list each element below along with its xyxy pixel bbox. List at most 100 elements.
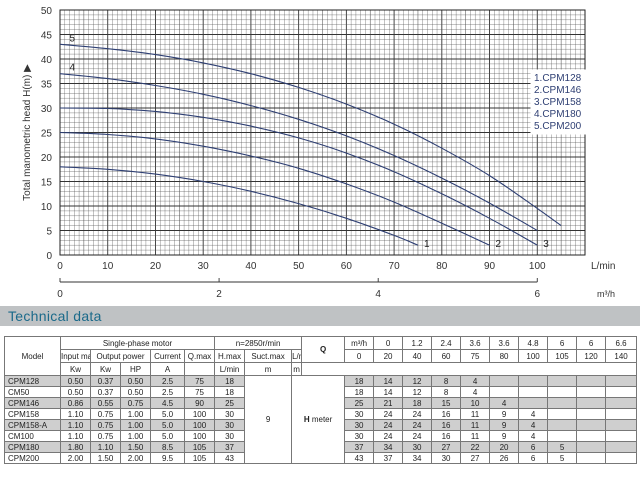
head-value: 34 bbox=[373, 441, 404, 453]
technical-data-header: Technical data bbox=[0, 306, 640, 326]
current-cell: 5.0 bbox=[150, 408, 185, 420]
x-tick-label: 30 bbox=[198, 261, 210, 272]
head-value: 5 bbox=[547, 441, 578, 453]
table-row: CM100 1.10 0.75 1.00 5.0 100 30 30 24 24 16 11 9 4 bbox=[4, 430, 638, 442]
x-tick-label: 100 bbox=[529, 261, 546, 272]
legend-box bbox=[530, 69, 591, 135]
header-q: Q bbox=[301, 336, 346, 363]
head-value: 24 bbox=[373, 419, 404, 431]
hp-cell: 0.75 bbox=[120, 397, 151, 409]
x-tick-label: 10 bbox=[102, 261, 114, 272]
table-row: CPM146 0.86 0.55 0.75 4.5 90 25 25 21 18 15 10 4 bbox=[4, 397, 638, 409]
x-tick-label: 40 bbox=[245, 261, 257, 272]
head-value: 30 bbox=[402, 441, 433, 453]
hmax-cell: 30 bbox=[214, 430, 246, 442]
qmax-cell: 75 bbox=[183, 375, 216, 387]
series-curve-label-2: 2 bbox=[496, 239, 502, 250]
table-row: CPM128 0.50 0.37 0.50 2.5 75 18 9 H meter 18 14 12 8… bbox=[4, 375, 638, 464]
hmax-cell: 25 bbox=[214, 397, 246, 409]
q-lmin-value: 105 bbox=[547, 349, 578, 363]
secondary-unit-label: m³/h bbox=[597, 289, 615, 299]
head-value: 9 bbox=[489, 430, 520, 442]
qmax-cell: 105 bbox=[183, 441, 216, 453]
current-cell: 2.5 bbox=[150, 375, 185, 387]
head-value: 27 bbox=[460, 452, 491, 464]
current-cell: 2.5 bbox=[150, 386, 185, 398]
unit-kw: Kw bbox=[90, 362, 121, 376]
secondary-tick-label: 6 bbox=[534, 289, 540, 300]
qmax-cell: 100 bbox=[183, 419, 216, 431]
x-tick-label: 20 bbox=[150, 261, 162, 272]
header-qmax: Q.max bbox=[183, 349, 216, 363]
header-single-phase-motor: Single-phase motor bbox=[59, 336, 216, 350]
header-suctmax: Suct.max bbox=[244, 349, 293, 363]
kw-cell: 0.75 bbox=[90, 430, 121, 442]
head-value: 4 bbox=[460, 375, 491, 387]
head-value bbox=[576, 441, 607, 453]
input-cell: 2.00 bbox=[60, 452, 91, 464]
head-value bbox=[605, 441, 638, 453]
head-value: 6 bbox=[518, 441, 549, 453]
series-curve-label-1: 1 bbox=[424, 239, 430, 250]
chart-grid bbox=[59, 9, 586, 256]
q-m3h-value: 0 bbox=[373, 336, 404, 350]
unit-m: m bbox=[244, 362, 293, 376]
series-curve-label-4: 4 bbox=[70, 63, 76, 74]
head-value: 16 bbox=[431, 419, 462, 431]
header-model: Model bbox=[4, 336, 61, 376]
head-value: 24 bbox=[402, 408, 433, 420]
hp-cell: 0.50 bbox=[120, 386, 151, 398]
x-unit-label: L/min bbox=[591, 261, 615, 272]
head-value bbox=[518, 375, 549, 387]
head-value: 11 bbox=[460, 419, 491, 431]
q-m3h-value: 6 bbox=[576, 336, 607, 350]
head-value bbox=[489, 375, 520, 387]
header-rpm: n=2850r/min bbox=[214, 336, 303, 350]
head-value: 14 bbox=[373, 386, 404, 398]
kw-cell: 1.50 bbox=[90, 452, 121, 464]
q-m3h-value: 3.6 bbox=[489, 336, 520, 350]
kw-cell: 0.55 bbox=[90, 397, 121, 409]
table-row: CPM180 1.80 1.10 1.50 8.5 105 37 37 34 30 27 22 20 6 5 bbox=[4, 441, 638, 453]
q-m3h-value: 2.4 bbox=[431, 336, 462, 350]
x-tick-label: 70 bbox=[389, 261, 401, 272]
head-value: 8 bbox=[431, 386, 462, 398]
qmax-cell: 105 bbox=[183, 452, 216, 464]
q-lmin-value: 100 bbox=[518, 349, 549, 363]
head-value: 4 bbox=[518, 408, 549, 420]
q-lmin-value: 40 bbox=[402, 349, 433, 363]
current-cell: 4.5 bbox=[150, 397, 185, 409]
qmax-cell: 90 bbox=[183, 397, 216, 409]
current-cell: 9.5 bbox=[150, 452, 185, 464]
head-value bbox=[576, 375, 607, 387]
y-tick-label: 35 bbox=[41, 80, 53, 91]
head-value: 10 bbox=[460, 397, 491, 409]
chart-series: 1 2 3 4 5 bbox=[59, 33, 562, 250]
current-cell: 5.0 bbox=[150, 419, 185, 431]
head-value: 24 bbox=[402, 419, 433, 431]
header-input-max: Input max bbox=[60, 349, 91, 363]
head-value: 22 bbox=[460, 441, 491, 453]
kw-cell: 0.37 bbox=[90, 386, 121, 398]
kw-cell: 1.10 bbox=[90, 441, 121, 453]
y-tick-label: 10 bbox=[41, 202, 53, 213]
head-value: 4 bbox=[489, 397, 520, 409]
head-value: 9 bbox=[489, 419, 520, 431]
head-value: 6 bbox=[518, 452, 549, 464]
head-value: 27 bbox=[431, 441, 462, 453]
head-value bbox=[547, 408, 578, 420]
hp-cell: 0.50 bbox=[120, 375, 151, 387]
head-value: 30 bbox=[344, 430, 375, 442]
q-m3h-value: 4.8 bbox=[518, 336, 549, 350]
q-lmin-value: 75 bbox=[460, 349, 491, 363]
q-lmin-value: 140 bbox=[605, 349, 638, 363]
input-cell: 0.50 bbox=[60, 375, 91, 387]
series-curve-label-5: 5 bbox=[70, 33, 76, 44]
head-value bbox=[576, 430, 607, 442]
head-value bbox=[547, 375, 578, 387]
head-value: 5 bbox=[547, 452, 578, 464]
head-value: 11 bbox=[460, 408, 491, 420]
